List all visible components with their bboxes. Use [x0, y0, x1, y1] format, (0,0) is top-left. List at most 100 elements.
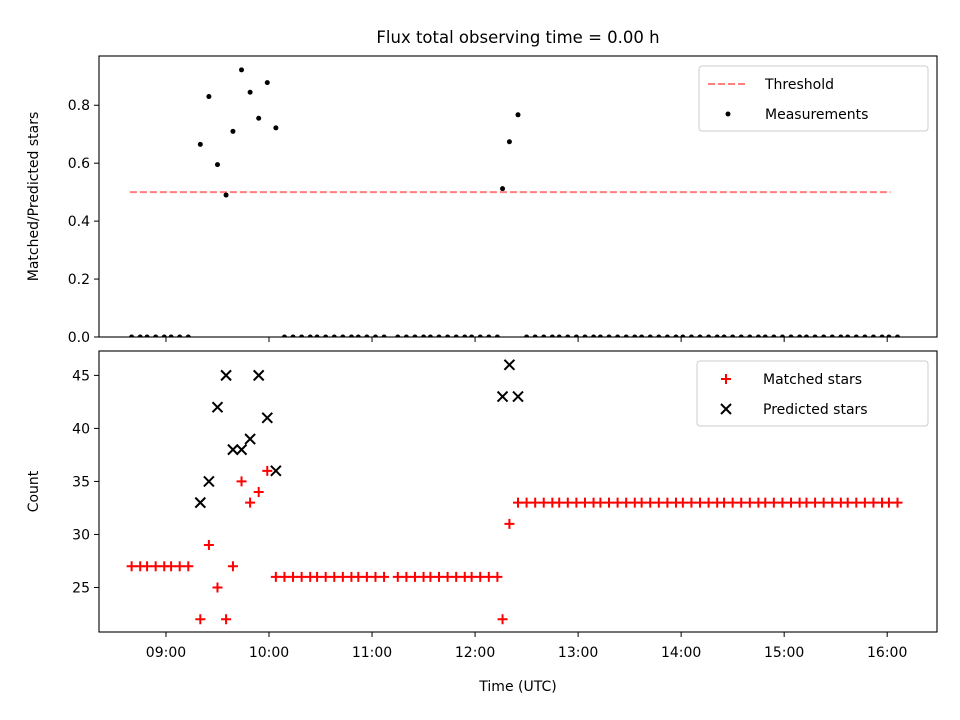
measurement-point — [886, 334, 892, 337]
measurement-point — [771, 334, 777, 337]
measurement-point — [714, 334, 720, 337]
matched-star-marker — [810, 497, 821, 508]
matched-star-marker — [686, 497, 697, 508]
measurement-point — [632, 334, 638, 337]
measurement-point — [168, 334, 174, 337]
matched-star-marker — [203, 540, 214, 551]
measurement-point — [747, 334, 753, 337]
matched-star-marker — [868, 497, 879, 508]
measurement-point — [355, 334, 361, 337]
matched-star-marker — [329, 571, 340, 582]
predicted-star-marker — [261, 412, 273, 424]
predicted-star-marker — [227, 443, 239, 456]
matched-star-marker — [262, 465, 273, 476]
matched-star-marker — [571, 497, 582, 508]
matched-star-marker — [827, 497, 838, 508]
matched-star-marker — [212, 582, 223, 593]
matched-star-marker — [521, 497, 532, 508]
y-axis-label: Count — [26, 470, 42, 512]
predicted-star-marker — [512, 390, 524, 403]
measurement-point — [730, 334, 736, 337]
matched-star-marker — [677, 497, 688, 508]
measurement-point — [281, 334, 287, 337]
x-tick-label: 16:00 — [867, 645, 907, 661]
matched-star-marker — [451, 571, 462, 582]
measurement-point — [673, 334, 679, 337]
measurement-point — [323, 334, 329, 337]
matched-star-marker — [379, 571, 390, 582]
matched-star-marker — [768, 497, 779, 508]
matched-star-marker — [409, 571, 420, 582]
measurement-point — [524, 334, 530, 337]
legend-matched-swatch — [721, 374, 731, 384]
axes-ratio: 0.0 0.2 0.4 0.6 0.8 Matched/Predicted stars Th… — [26, 55, 938, 346]
measurement-point — [556, 334, 562, 337]
y-tick-label: 0.4 — [68, 214, 90, 230]
matched-star-marker — [579, 497, 590, 508]
plot-area — [126, 359, 903, 625]
matched-star-marker — [842, 497, 853, 508]
matched-star-marker — [442, 571, 453, 582]
matched-star-marker — [221, 614, 232, 625]
matched-star-marker — [245, 497, 256, 508]
matched-star-marker — [353, 571, 364, 582]
matched-star-marker — [786, 497, 797, 508]
measurement-point — [314, 334, 320, 337]
matched-star-marker — [703, 497, 714, 508]
predicted-star-marker — [270, 465, 282, 477]
measurement-point — [582, 334, 588, 337]
measurement-point — [738, 334, 744, 337]
matched-star-marker — [337, 571, 348, 582]
x-tick-label: 14:00 — [661, 645, 701, 661]
matched-star-marker — [760, 497, 771, 508]
matched-star-marker — [195, 614, 206, 625]
matched-star-marker — [851, 497, 862, 508]
predicted-star-marker — [252, 369, 265, 382]
measurement-point — [615, 334, 621, 337]
measurement-point — [895, 334, 901, 337]
measurement-point — [706, 334, 712, 337]
measurement-point — [532, 334, 538, 337]
measurement-point — [486, 334, 492, 337]
matched-star-marker — [126, 561, 137, 572]
y-tick-label: 0.2 — [68, 272, 90, 288]
plot-area — [129, 67, 901, 337]
measurement-point — [812, 334, 818, 337]
measurement-point — [462, 334, 468, 337]
measurement-point — [597, 334, 603, 337]
measurement-point — [762, 334, 768, 337]
x-tick-label: 15:00 — [764, 645, 804, 661]
measurement-point — [256, 115, 262, 121]
matched-star-marker — [621, 497, 632, 508]
measurement-point — [197, 141, 203, 147]
measurement-point — [845, 334, 851, 337]
matched-star-marker — [312, 571, 323, 582]
matched-star-marker — [253, 487, 264, 498]
measurement-point — [299, 334, 305, 337]
axes-layer: 0.0 0.2 0.4 0.6 0.8 Matched/Predicted stars Th… — [26, 55, 938, 695]
y-tick-label: 40 — [72, 421, 90, 437]
y-tick-label: 0.6 — [68, 156, 90, 172]
measurement-point — [779, 334, 785, 337]
measurement-point — [565, 334, 571, 337]
measurement-point — [697, 334, 703, 337]
measurement-point — [340, 334, 346, 337]
measurement-point — [879, 334, 885, 337]
measurement-point — [838, 334, 844, 337]
measurement-point — [421, 334, 427, 337]
measurement-point — [797, 334, 803, 337]
measurement-point — [623, 334, 629, 337]
matched-star-marker — [818, 497, 829, 508]
predicted-star-marker — [194, 496, 207, 509]
predicted-star-marker — [496, 390, 509, 403]
measurement-point — [549, 334, 555, 337]
measurement-point — [853, 334, 859, 337]
matched-star-marker — [636, 497, 647, 508]
measurement-point — [680, 334, 686, 337]
matched-star-marker — [595, 497, 606, 508]
measurement-point — [185, 334, 191, 337]
matched-star-marker — [513, 497, 523, 508]
matched-star-marker — [227, 561, 238, 572]
y-tick-label: 35 — [72, 474, 90, 490]
matched-star-marker — [562, 497, 573, 508]
